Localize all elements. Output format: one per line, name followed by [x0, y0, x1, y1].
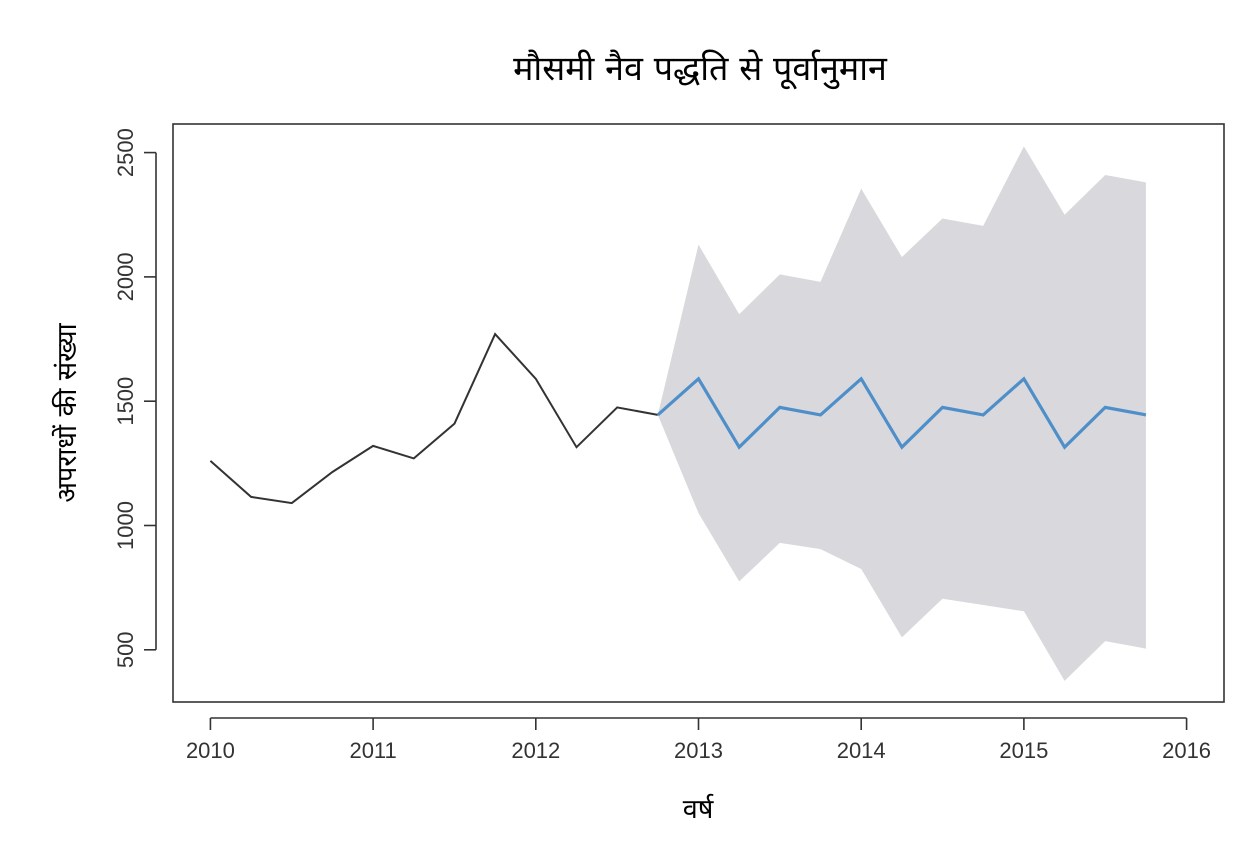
y-tick-label: 2000	[113, 252, 138, 301]
x-tick-label: 2010	[186, 738, 235, 763]
y-tick-label: 1000	[113, 501, 138, 550]
observed-series-line	[209, 332, 658, 505]
x-tick-label: 2016	[1162, 738, 1211, 763]
y-axis-title: अपराधों की संख्या	[51, 322, 83, 502]
x-tick-label: 2014	[837, 738, 886, 763]
plot-area: 2010 2011 2012 2013 2014 2015 2016 500 1000 1500 2…	[113, 123, 1225, 763]
x-tick-label: 2015	[999, 738, 1048, 763]
x-tick-label: 2011	[349, 738, 396, 763]
x-tick-label: 2013	[674, 738, 723, 763]
x-axis-title: वर्ष	[683, 793, 715, 825]
forecast-series-line	[656, 376, 1147, 450]
prediction-interval-band	[657, 146, 1146, 681]
plot-frame	[172, 123, 1225, 703]
chart-title: मौसमी नैव पद्धति से पूर्वानुमान	[513, 49, 888, 90]
x-tick-label: 2012	[511, 738, 560, 763]
y-tick-label: 500	[113, 631, 138, 668]
y-tick-label: 2500	[113, 128, 138, 177]
y-tick-label: 1500	[113, 377, 138, 426]
